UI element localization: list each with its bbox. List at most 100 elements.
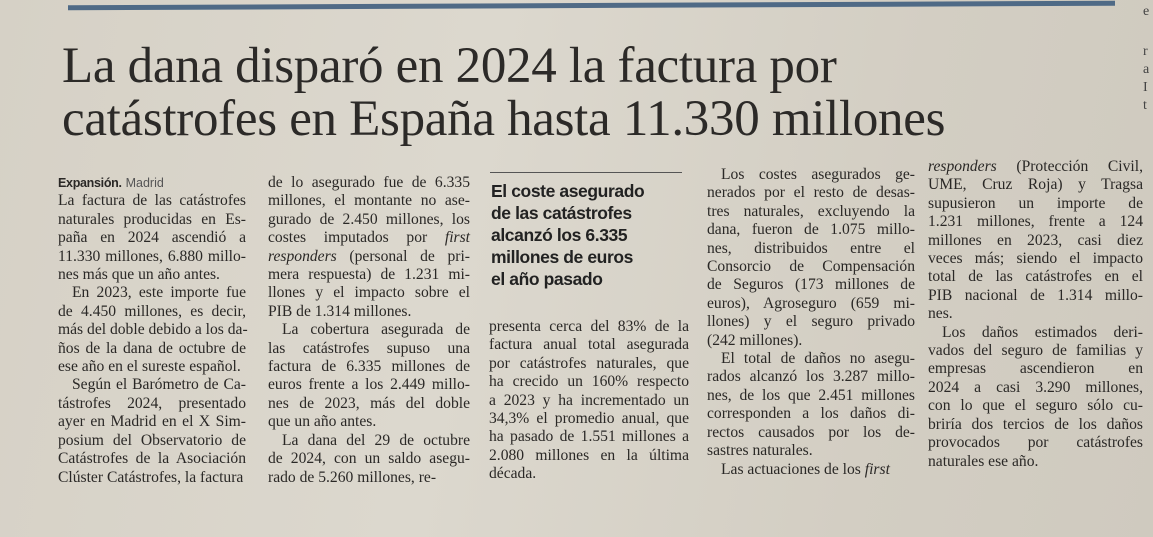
text-line: La cobertura asegurada de [282, 321, 470, 339]
sidebar-quote-line: El coste asegurado [491, 181, 645, 201]
edge-fragment: a [1143, 62, 1150, 77]
text-line: factura anual total asegurada [489, 336, 689, 354]
text-line: La factura de las catástrofes [58, 192, 246, 210]
text-line: de 4.450 millones, es decir, [58, 302, 246, 320]
article-column-4: Los costes asegurados ge-nerados por el … [707, 166, 915, 479]
text-line: briría dos tercios de los daños [928, 415, 1143, 433]
text-line: factura de 6.335 millones de [268, 358, 470, 376]
text-line: nes, de los que 2.451 millones [707, 386, 915, 404]
sidebar-quote-line: el año pasado [491, 269, 603, 289]
text-line: costes imputados por first [268, 229, 470, 247]
text-line: de Seguros (173 millones de [707, 276, 915, 294]
text-line: las catástrofes supuso una [268, 339, 470, 357]
text-line: por catástrofes naturales, que [489, 354, 689, 372]
text-line: Los costes asegurados ge- [721, 166, 915, 183]
text-line: sastres naturales. [707, 442, 813, 460]
text-line: presenta cerca del 83% de la [489, 318, 689, 335]
text-line: nes. [928, 305, 953, 323]
headline-line: catástrofes en España hasta 11.330 millo… [62, 91, 946, 147]
text-line: La dana del 29 de octubre [282, 431, 470, 449]
text-line: ha pasado de 1.551 millones a [489, 428, 689, 446]
text-line: dana, fueron de 1.075 millo- [707, 221, 915, 239]
text-line: con lo que el seguro sólo cu- [928, 397, 1143, 415]
text-line: total de las catástrofes en el [928, 268, 1143, 286]
text-line: Catástrofes de la Asociación [58, 450, 246, 468]
text-line: tástrofes 2024, presentado [58, 394, 246, 412]
sidebar-quote-line: de las catástrofes [491, 203, 632, 223]
text-line: UME, Cruz Roja) y Tragsa [928, 176, 1143, 194]
text-line: 1.231 millones, frente a 124 [928, 213, 1143, 231]
text-line: paña en 2024 ascendió a [58, 229, 246, 247]
text-line: nes más que un año antes. [58, 266, 220, 284]
text-line: posium del Observatorio de [58, 431, 246, 449]
text-line: tres naturales, excluyendo la [707, 202, 915, 220]
text-line: Las actuaciones de los first [721, 460, 890, 478]
text-line: supusieron un importe de [928, 194, 1143, 212]
text-line: corresponden a los daños di- [707, 405, 915, 423]
text-line: Los daños estimados deri- [942, 323, 1143, 341]
text-line: (242 millones). [707, 331, 803, 349]
text-line: 2024 a casi 3.290 millones, [928, 378, 1143, 396]
text-line: rados alcanzó los 3.287 millo- [707, 368, 915, 386]
text-line: 11.330 millones, 6.880 millo- [58, 247, 246, 265]
sidebar-quote: El coste asegurado de las catástrofes al… [491, 180, 691, 290]
text-line: Según el Barómetro de Ca- [72, 376, 246, 394]
sidebar-quote-line: millones de euros [491, 247, 633, 267]
text-line: nes, distribuidos entre el [707, 239, 915, 257]
text-line: más del doble debido a los da- [58, 321, 248, 339]
text-line: millones en 2023, casi diez [928, 231, 1143, 249]
text-line: PIB nacional de 1.314 millo- [928, 286, 1143, 304]
text-line: gurado de 2.450 millones, los [268, 210, 470, 228]
text-line: década. [489, 465, 537, 483]
edge-fragment: e [1143, 4, 1150, 19]
text-line: mera respuesta) de 1.231 mi- [268, 266, 470, 284]
byline: Expansión. Madrid [58, 174, 246, 192]
sidebar-quote-line: alcanzó los 6.335 [491, 225, 628, 245]
top-rule [67, 0, 1116, 11]
text-line: llones) y el seguro privado [707, 313, 915, 331]
text-line: Consorcio de Compensación [707, 258, 915, 276]
text-line: responders (personal de pri- [268, 247, 470, 265]
sidebar-rule [490, 172, 682, 173]
article-column-1: Expansión. Madrid La factura de las catá… [58, 174, 248, 487]
article-column-2: de lo asegurado fue de 6.335 millones, el… [268, 174, 470, 487]
text-line: Clúster Catástrofes, la factura [58, 468, 244, 486]
text-line: veces más; siendo el impacto [928, 250, 1143, 268]
text-line: ha crecido un 160% respecto [489, 373, 689, 391]
text-line: rectos causados por los de- [707, 423, 915, 441]
text-line: ños de la dana de octubre de [58, 339, 246, 357]
text-line: naturales ese año. [928, 452, 1039, 470]
edge-fragment: I [1143, 80, 1148, 95]
headline-line: La dana disparó en 2024 la factura por [62, 38, 837, 94]
text-line: empresas ascendieron en [928, 360, 1143, 378]
text-line: PIB de 1.314 millones. [268, 302, 412, 320]
text-line: a 2023 y ha incrementado un [489, 391, 689, 409]
text-line: nes de 2023, más del doble [268, 394, 470, 412]
text-line: de 2024, con un saldo asegu- [268, 450, 470, 468]
article-column-5: responders (Protección Civil, UME, Cruz R… [928, 158, 1143, 471]
byline-place: Madrid [125, 176, 164, 190]
headline: La dana disparó en 2024 la factura por c… [62, 40, 1062, 146]
byline-source: Expansión. [58, 176, 122, 190]
text-line: llones y el impacto sobre el [268, 284, 470, 302]
text-line: ese año en el sureste español. [58, 358, 241, 376]
article-column-3: presenta cerca del 83% de la factura anua… [489, 318, 689, 484]
edge-fragment: t [1143, 98, 1147, 113]
text-line: euros), Agroseguro (659 mi- [707, 294, 915, 312]
text-line: ayer en Madrid en el X Sim- [58, 413, 246, 431]
text-line: naturales producidas en Es- [58, 210, 246, 228]
text-line: responders (Protección Civil, [928, 158, 1143, 175]
text-line: euros frente a los 2.449 millo- [268, 376, 470, 394]
text-line: que un año antes. [268, 413, 377, 431]
text-line: millones, el montante no ase- [268, 192, 470, 210]
text-line: 34,3% el promedio anual, que [489, 410, 689, 428]
text-line: El total de daños no asegu- [721, 350, 915, 368]
text-line: 2.080 millones en la última [489, 446, 689, 464]
text-line: En 2023, este importe fue [72, 284, 246, 302]
text-line: nerados por el resto de desas- [707, 184, 915, 202]
edge-fragment: r [1143, 44, 1148, 59]
text-line: rado de 5.260 millones, re- [268, 468, 437, 486]
text-line: vados del seguro de familias y [928, 342, 1143, 360]
text-line: provocados por catástrofes [928, 434, 1143, 452]
text-line: de lo asegurado fue de 6.335 [268, 174, 470, 191]
